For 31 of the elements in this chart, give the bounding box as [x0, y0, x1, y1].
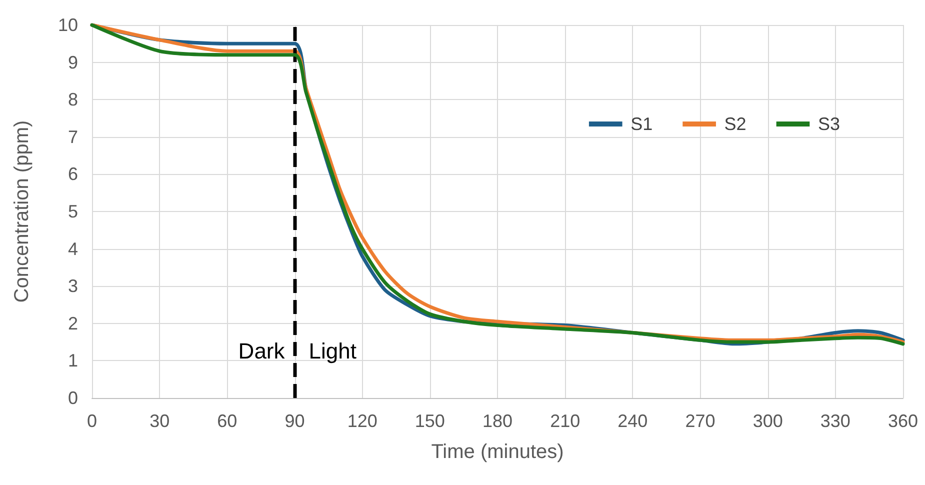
x-tick-label: 360 [888, 411, 918, 431]
x-tick-label: 90 [284, 411, 305, 431]
y-tick-label: 1 [68, 350, 78, 371]
annotation: Light [308, 338, 356, 364]
y-tick-label: 4 [68, 238, 78, 259]
x-tick-label: 240 [618, 411, 648, 431]
x-tick-label: 330 [820, 411, 850, 431]
x-tick-label: 210 [550, 411, 580, 431]
x-tick-label: 120 [347, 411, 378, 431]
x-tick-label: 60 [217, 411, 238, 431]
x-tick-label: 150 [414, 411, 445, 431]
y-axis-title: Concentration (ppm) [11, 120, 33, 303]
y-tick-label: 6 [68, 164, 78, 184]
y-tick-label: 9 [68, 52, 78, 72]
x-tick-label: 180 [482, 411, 513, 431]
y-tick-label: 7 [68, 126, 78, 147]
annotation: Dark [238, 338, 286, 364]
x-tick-label: 0 [86, 411, 98, 431]
y-tick-label: 2 [68, 313, 78, 334]
x-tick-label: 300 [752, 411, 783, 431]
y-tick-label: 8 [68, 90, 78, 110]
x-axis-title: Time (minutes) [431, 441, 564, 463]
y-tick-label: 5 [68, 202, 78, 222]
x-tick-label: 270 [685, 411, 716, 431]
legend-label: S2 [724, 114, 746, 134]
x-tick-label: 30 [150, 411, 170, 431]
y-tick-label: 0 [68, 388, 78, 408]
legend-label: S3 [818, 114, 840, 134]
legend-label: S1 [630, 114, 653, 134]
y-tick-label: 10 [58, 15, 78, 35]
y-tick-label: 3 [68, 276, 78, 296]
